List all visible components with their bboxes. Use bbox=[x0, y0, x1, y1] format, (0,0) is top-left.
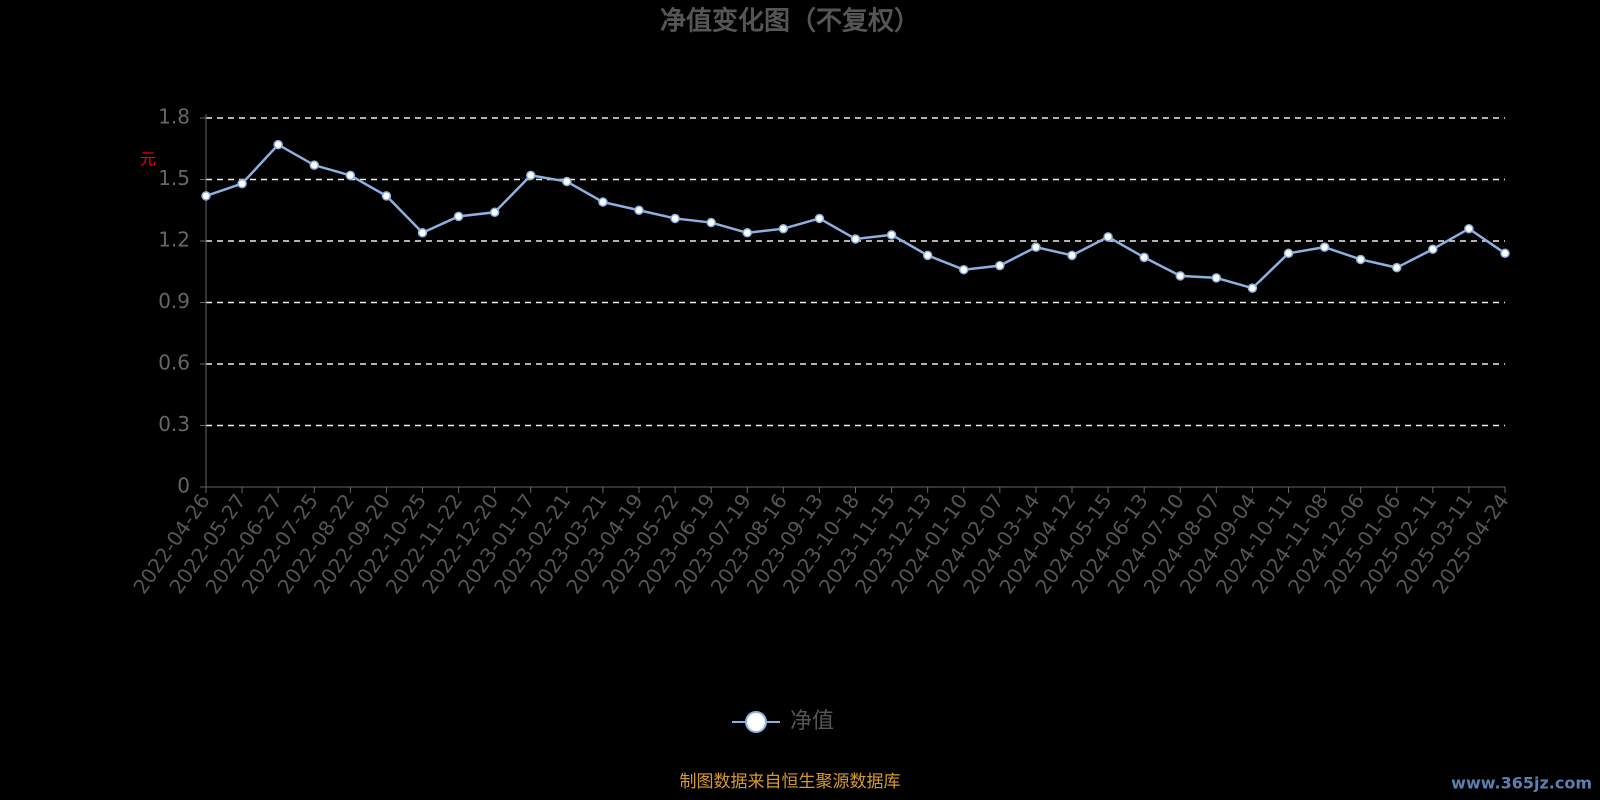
data-point bbox=[814, 213, 825, 224]
data-point bbox=[1139, 252, 1149, 263]
data-point bbox=[1355, 254, 1366, 265]
data-point bbox=[959, 264, 969, 275]
data-point bbox=[670, 213, 680, 224]
y-tick-label: 0.9 bbox=[158, 289, 190, 313]
data-point bbox=[453, 211, 464, 222]
data-point bbox=[201, 191, 211, 201]
data-point bbox=[237, 178, 247, 189]
data-point bbox=[526, 170, 536, 181]
source-note: 制图数据来自恒生聚源数据库 bbox=[680, 772, 901, 792]
data-point bbox=[1031, 242, 1041, 252]
data-point bbox=[489, 207, 500, 218]
data-point bbox=[850, 234, 861, 244]
y-tick-label: 0.3 bbox=[158, 412, 190, 436]
data-point bbox=[706, 217, 716, 228]
y-tick-label: 1.2 bbox=[158, 228, 190, 252]
watermark: www.365jz.com bbox=[1451, 774, 1592, 793]
y-tick-label: 0 bbox=[177, 474, 190, 498]
data-point bbox=[1103, 232, 1113, 242]
data-point bbox=[1247, 283, 1258, 293]
data-point bbox=[1211, 273, 1222, 283]
data-point bbox=[922, 250, 933, 261]
data-point bbox=[1067, 250, 1077, 261]
data-point bbox=[309, 160, 319, 170]
data-point bbox=[995, 260, 1005, 271]
data-point bbox=[381, 191, 392, 201]
data-point bbox=[634, 205, 644, 215]
legend-marker bbox=[745, 711, 767, 733]
y-tick-label: 1.8 bbox=[158, 105, 190, 129]
data-point bbox=[886, 230, 897, 240]
data-point bbox=[562, 176, 572, 187]
data-point bbox=[1500, 248, 1510, 259]
data-point bbox=[1175, 271, 1185, 281]
data-point bbox=[742, 228, 752, 238]
data-point bbox=[1283, 248, 1294, 259]
data-point bbox=[345, 170, 356, 181]
data-point bbox=[1464, 223, 1474, 234]
data-point bbox=[273, 139, 283, 150]
data-point bbox=[598, 197, 608, 207]
chart-title: 净值变化图（不复权） bbox=[660, 6, 920, 37]
data-point bbox=[417, 228, 428, 238]
y-tick-label: 0.6 bbox=[158, 351, 190, 375]
data-point bbox=[1428, 244, 1438, 254]
data-point bbox=[1319, 242, 1330, 252]
y-axis-label: 元 bbox=[140, 150, 156, 169]
legend-label: 净值 bbox=[790, 709, 834, 734]
data-point bbox=[778, 223, 789, 234]
data-point bbox=[1392, 262, 1402, 273]
y-tick-label: 1.5 bbox=[158, 166, 190, 190]
